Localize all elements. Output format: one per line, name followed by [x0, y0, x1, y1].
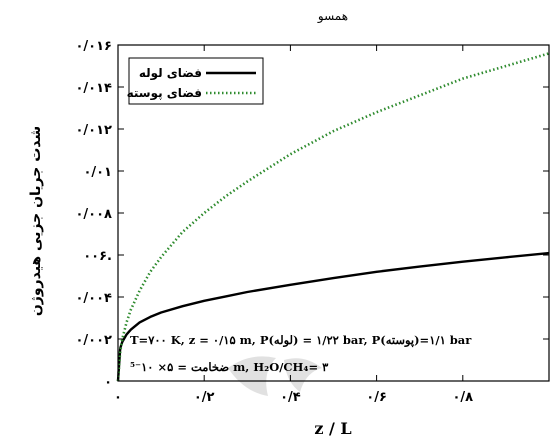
y-tick-label: ۰/۰۱ — [83, 165, 112, 180]
legend: فضای لوله فضای پوسته — [127, 57, 264, 105]
x-tick-label: ۰/۴ — [280, 390, 301, 405]
y-tick-label: ۰/۰۰۸ — [76, 207, 113, 222]
y-tick-label: ۰۰۶. — [83, 249, 112, 264]
y-tick-label: ۰/۰۰۲ — [76, 333, 113, 348]
y-tick-label: ۰/۰۰۴ — [76, 291, 113, 306]
annotation-thickness: ضخامت = ۵× ۱۰⁻⁵ m, H₂O/CH₄= ۳ — [130, 360, 329, 374]
x-tick-label: ۰/۸ — [452, 390, 473, 405]
legend-box — [128, 57, 264, 105]
y-axis-title: شدت جریان جزیی هیدروژن — [28, 126, 44, 316]
x-axis-title: z / L — [314, 419, 351, 438]
chart-title: همسو — [317, 9, 348, 24]
legend-label-shell: فضای پوسته — [127, 86, 202, 101]
series-line-tube — [116, 251, 550, 382]
y-tick-label: ۰ — [104, 375, 112, 390]
y-axis: ۰ ۰/۰۰۲ ۰/۰۰۴ ۰۰۶. ۰/۰۰۸ ۰/۰۱ ۰/۰۱۲ ۰/۰۱۴ ۰/۰۱۶ — [76, 39, 549, 390]
legend-label-tube: فضای لوله — [139, 66, 202, 81]
x-tick-label: ۰ — [114, 390, 122, 405]
series-layer — [116, 52, 550, 382]
y-tick-label: ۰/۰۱۶ — [76, 39, 113, 54]
x-axis: ۰ ۰/۲ ۰/۴ ۰/۶ ۰/۸ — [114, 45, 473, 405]
x-tick-label: ۰/۲ — [194, 390, 215, 405]
plot-area — [117, 44, 550, 382]
y-tick-label: ۰/۰۱۲ — [76, 123, 113, 138]
annotation-conditions: T=۷۰۰ K, z = ۰/۱۵ m, P(لوله) = ۱/۲۲ bar,… — [130, 333, 472, 348]
x-tick-label: ۰/۶ — [366, 390, 387, 405]
watermark-logo — [228, 356, 322, 396]
y-tick-label: ۰/۰۱۴ — [76, 81, 113, 96]
